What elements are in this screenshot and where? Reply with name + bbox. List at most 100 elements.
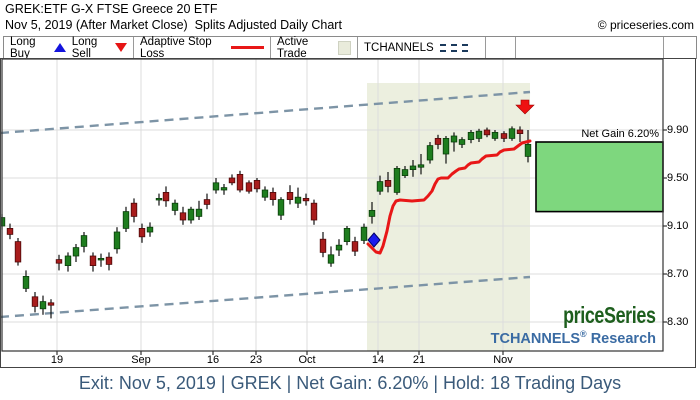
- candle-down: [228, 177, 236, 184]
- research-name: TCHANNELS: [490, 330, 581, 347]
- candle-down: [179, 212, 187, 221]
- candle-up: [409, 165, 417, 170]
- x-axis-label: 19: [50, 354, 64, 366]
- candle-down: [302, 197, 310, 202]
- candle-down: [245, 182, 253, 192]
- candle-down: [253, 179, 261, 190]
- x-axis-label: 23: [249, 354, 263, 366]
- candle-down: [31, 296, 39, 307]
- candle-down: [130, 202, 138, 217]
- candle-up: [368, 209, 376, 217]
- candle-up: [155, 197, 163, 201]
- candle-down: [500, 133, 508, 139]
- chart-svg: [1, 59, 667, 355]
- candle-down: [47, 302, 55, 306]
- candle-up: [417, 164, 425, 168]
- y-axis-label: 9.90: [667, 124, 689, 136]
- candle-down: [351, 241, 359, 252]
- x-axis-label: 14: [371, 354, 385, 366]
- x-axis-label: Sep: [131, 354, 151, 366]
- candle-up: [277, 199, 285, 216]
- candle-up: [401, 169, 409, 177]
- candle-up: [426, 145, 434, 161]
- y-axis-label: 8.30: [667, 316, 689, 328]
- candle-up: [491, 131, 499, 139]
- long-buy-arrow-icon: [53, 43, 66, 52]
- long-sell-marker: [515, 99, 535, 115]
- long-buy-marker: [367, 232, 381, 248]
- stop-loss-line-icon: [231, 46, 264, 49]
- candle-down: [55, 259, 63, 264]
- candle-up: [220, 187, 228, 191]
- candle-down: [105, 256, 113, 265]
- candle-up: [22, 275, 30, 289]
- candle-up: [212, 182, 220, 191]
- tchannel-lower: [1, 275, 531, 319]
- net-gain-label: Net Gain 6.20%: [581, 128, 659, 140]
- candle-up: [80, 235, 88, 247]
- legend-active-trade-label: Active Trade: [277, 35, 309, 60]
- chart-area: Net Gain 6.20% priceSeries TCHANNELS® Re…: [0, 58, 696, 368]
- stop-loss-line: [366, 139, 532, 255]
- candle-down: [6, 227, 14, 235]
- candle-down: [310, 202, 318, 221]
- x-axis-label: 16: [206, 354, 220, 366]
- legend-cell-tchannels: TCHANNELS: [358, 37, 486, 58]
- candle-up: [327, 254, 335, 264]
- research-word: Research: [586, 330, 656, 347]
- y-axis-label: 9.50: [667, 172, 689, 184]
- tchannels-research-label: TCHANNELS® Research: [491, 329, 656, 347]
- candle-up: [187, 208, 195, 221]
- candle-up: [195, 208, 203, 217]
- tchannel-upper: [1, 90, 531, 135]
- legend-long-buy-label: Long Buy: [10, 35, 36, 60]
- page-title: GREK:ETF G-X FTSE Greece 20 ETF: [5, 2, 218, 16]
- legend-long-sell-label: Long Sell: [71, 35, 98, 60]
- candle-down: [483, 129, 491, 136]
- x-axis-label: 21: [412, 354, 426, 366]
- candle-down: [138, 227, 146, 238]
- candle-up: [64, 255, 72, 266]
- candle-up: [508, 128, 516, 139]
- plot-border: [1, 59, 664, 352]
- chart-legend: Long Buy Long Sell Adaptive Stop Loss Ac…: [3, 35, 697, 60]
- net-gain-box: [535, 141, 664, 213]
- y-axis-label: 8.70: [667, 268, 689, 280]
- candle-up: [146, 226, 154, 233]
- candle-down: [236, 173, 244, 191]
- x-axis-label: Nov: [493, 354, 513, 366]
- candle-up: [335, 244, 343, 251]
- legend-cell-signals: Long Buy Long Sell: [4, 35, 134, 60]
- candle-down: [384, 179, 392, 187]
- y-axis-label: 9.10: [667, 220, 689, 232]
- candle-down: [162, 191, 170, 202]
- priceseries-logo: priceSeries: [563, 302, 657, 328]
- candle-down: [269, 191, 277, 200]
- candle-up: [122, 211, 130, 229]
- candle-up: [475, 130, 483, 139]
- candle-up: [113, 231, 121, 250]
- candle-up: [360, 226, 368, 241]
- candle-down: [203, 199, 211, 205]
- long-sell-arrow-icon: [115, 43, 127, 52]
- candle-up: [171, 202, 179, 211]
- registered-mark: ®: [580, 329, 587, 339]
- active-trade-region: [367, 83, 530, 351]
- candle-up: [261, 189, 269, 198]
- legend-stop-loss-label: Adaptive Stop Loss: [140, 35, 212, 60]
- active-trade-swatch-icon: [337, 40, 351, 55]
- candle-up: [467, 131, 475, 140]
- candle-up: [524, 143, 532, 157]
- candle-down: [516, 129, 524, 134]
- candle-up: [458, 139, 466, 145]
- candle-down: [286, 191, 294, 200]
- legend-tchannels-label: TCHANNELS: [364, 41, 434, 54]
- candle-up: [393, 167, 401, 193]
- candle-up: [376, 181, 384, 192]
- candle-up: [39, 301, 47, 310]
- candle-up: [72, 247, 80, 257]
- exit-summary-caption: Exit: Nov 5, 2019 | GREK | Net Gain: 6.2…: [78, 373, 622, 393]
- candle-down: [14, 241, 22, 263]
- x-axis-label: Oct: [298, 354, 316, 366]
